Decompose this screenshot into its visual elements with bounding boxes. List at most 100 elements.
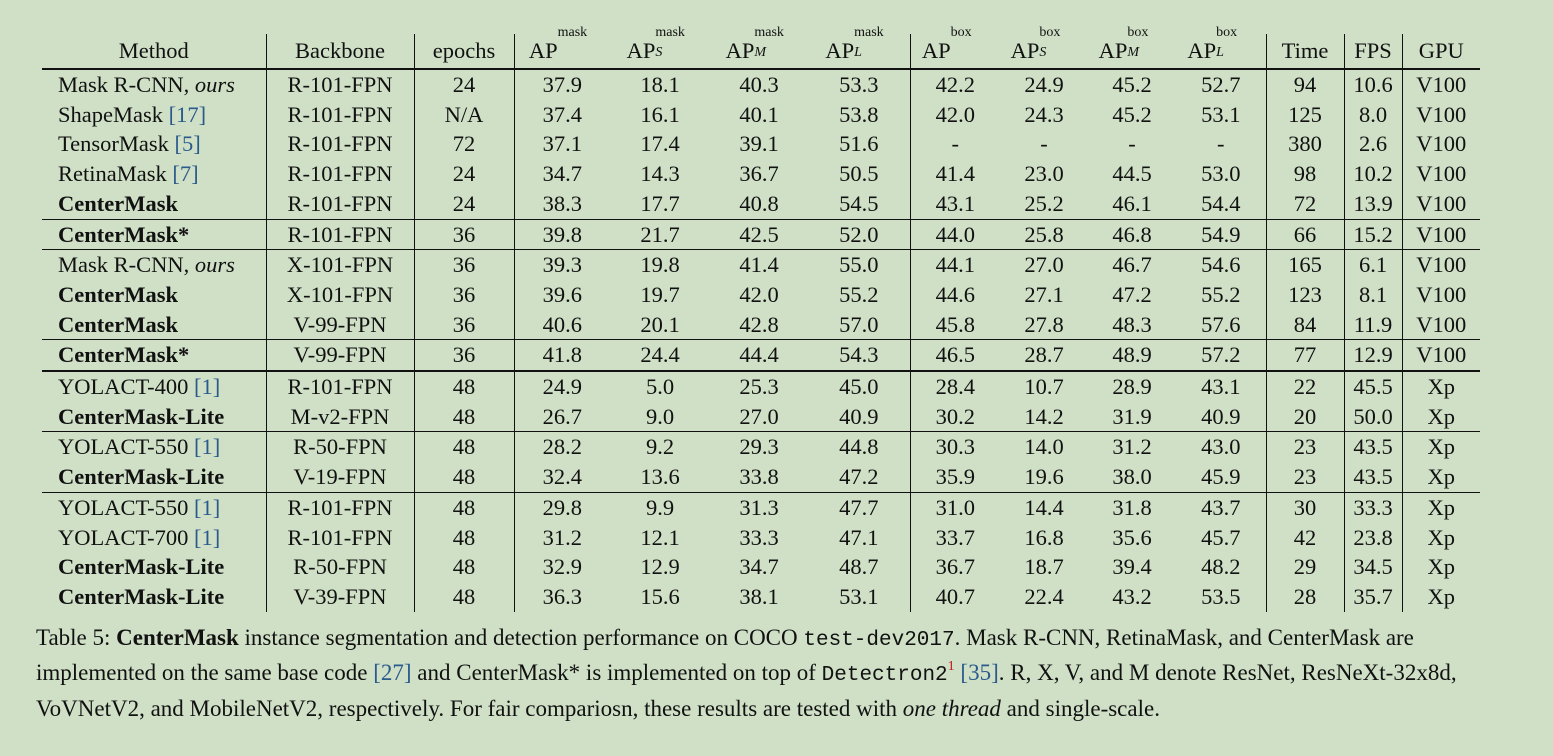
ap-main: AP bbox=[921, 38, 951, 63]
table-cell: 48.7 bbox=[808, 552, 911, 582]
table-cell: 10.6 bbox=[1344, 69, 1403, 100]
table-cell: Xp bbox=[1427, 583, 1456, 609]
table-cell: 16.1 bbox=[640, 101, 680, 127]
caption-italic: one thread bbox=[902, 696, 1001, 721]
table-cell: - bbox=[1128, 131, 1136, 157]
table-cell: 72 bbox=[414, 129, 515, 160]
method-cell: CenterMask* bbox=[42, 218, 267, 250]
table-cell: 47.1 bbox=[808, 522, 911, 553]
table-cell: R-101-FPN bbox=[266, 522, 415, 553]
table-cell: 123 bbox=[1266, 279, 1345, 310]
method-italic: ours bbox=[194, 252, 235, 278]
column-header: AP mask L bbox=[808, 26, 911, 69]
method-name: CenterMask-Lite bbox=[58, 464, 225, 490]
table-cell: 40.9 bbox=[808, 401, 911, 432]
table-cell: 48 bbox=[414, 491, 515, 523]
table-cell: 53.3 bbox=[808, 69, 911, 100]
method-name: RetinaMask bbox=[58, 161, 173, 187]
table-cell: 47.2 bbox=[1112, 281, 1152, 307]
caption-text-6: and single-scale. bbox=[1000, 696, 1160, 721]
column-header: AP mask S bbox=[610, 26, 710, 69]
table-cell: 34.5 bbox=[1344, 552, 1403, 582]
method-name: YOLACT-700 bbox=[58, 524, 195, 550]
ap-subscript: M bbox=[1127, 45, 1140, 60]
table-cell: - bbox=[1040, 131, 1048, 157]
method-citation[interactable]: [1] bbox=[194, 494, 221, 520]
table-cell: 9.9 bbox=[610, 491, 710, 523]
table-cell: V-39-FPN bbox=[266, 581, 415, 612]
table-cell: 12.1 bbox=[640, 524, 680, 550]
table-cell: 31.3 bbox=[710, 491, 808, 523]
table-cell: 50.5 bbox=[808, 159, 911, 189]
table-cell: 42.2 bbox=[935, 72, 975, 97]
table-cell: 48 bbox=[414, 401, 515, 432]
table-cell: 24.4 bbox=[610, 339, 710, 372]
table-cell: 53.8 bbox=[808, 99, 911, 130]
table-cell: 17.4 bbox=[640, 131, 680, 157]
table-cell: 19.6 bbox=[1024, 464, 1064, 490]
table-cell: 48.9 bbox=[1088, 339, 1176, 372]
method-citation[interactable]: [1] bbox=[194, 524, 221, 550]
caption-footnote-marker[interactable]: 1 bbox=[947, 659, 955, 674]
table-cell: 57.2 bbox=[1176, 339, 1267, 372]
table-row: CenterMask-Lite V-39-FPN 48 36.3 15.6 38.1 53.… bbox=[42, 581, 1480, 612]
table-cell: 39.1 bbox=[739, 131, 779, 157]
table-cell: 38.0 bbox=[1112, 464, 1152, 490]
method-name: CenterMask-Lite bbox=[58, 583, 225, 609]
caption-citation-35[interactable]: [35] bbox=[960, 660, 999, 685]
table-cell: 22 bbox=[1266, 370, 1345, 402]
table-cell: 15.6 bbox=[640, 583, 680, 609]
table-cell: 2.6 bbox=[1344, 129, 1403, 160]
table-cell: Xp bbox=[1402, 370, 1480, 402]
table-cell: 66 bbox=[1266, 218, 1345, 250]
table-cell: 28 bbox=[1266, 581, 1345, 612]
table-cell: 30 bbox=[1266, 491, 1345, 523]
table-cell: V100 bbox=[1402, 218, 1480, 250]
caption-citation-27[interactable]: [27] bbox=[373, 660, 412, 685]
table-cell: 14.0 bbox=[1000, 431, 1088, 463]
table-cell: 36.7 bbox=[739, 161, 779, 187]
table-cell: 48 bbox=[414, 581, 515, 612]
table-cell: V100 bbox=[1402, 249, 1480, 280]
table-cell: 41.4 bbox=[710, 249, 808, 280]
table-cell: 48 bbox=[414, 552, 515, 582]
table-cell: 45.9 bbox=[1176, 462, 1267, 493]
method-name: CenterMask bbox=[58, 281, 178, 307]
method-citation[interactable]: [17] bbox=[168, 101, 207, 127]
table-cell: 165 bbox=[1266, 249, 1345, 280]
table-cell: R-101-FPN bbox=[266, 370, 415, 402]
table-cell: 33.3 bbox=[1344, 491, 1403, 523]
table-cell: 43.1 bbox=[1176, 370, 1267, 402]
method-cell: CenterMask-Lite bbox=[42, 401, 267, 432]
table-cell: V100 bbox=[1416, 131, 1467, 157]
column-header: AP mask M bbox=[710, 26, 808, 69]
ap-subscript: L bbox=[1216, 45, 1224, 60]
method-citation[interactable]: [5] bbox=[174, 131, 201, 157]
table-cell: Xp bbox=[1427, 524, 1456, 550]
table-cell: 35.7 bbox=[1344, 581, 1403, 612]
method-cell: YOLACT-700 [1] bbox=[42, 522, 267, 553]
table-cell: 31.9 bbox=[1112, 403, 1152, 429]
table-cell: 40.8 bbox=[739, 190, 779, 216]
ap-superscript: mask bbox=[655, 25, 685, 40]
table-cell: 51.6 bbox=[808, 129, 911, 160]
method-cell: TensorMask [5] bbox=[42, 129, 267, 160]
method-name: YOLACT-400 bbox=[58, 374, 195, 400]
column-header: epochs bbox=[414, 34, 515, 69]
method-citation[interactable]: [7] bbox=[172, 161, 199, 187]
table-cell: 43.5 bbox=[1344, 462, 1403, 493]
ap-superscript: box bbox=[1216, 25, 1238, 40]
ap-subscript: S bbox=[1039, 45, 1047, 60]
table-cell: 98 bbox=[1266, 159, 1345, 189]
method-cell: YOLACT-550 [1] bbox=[42, 491, 267, 523]
method-citation[interactable]: [1] bbox=[194, 434, 221, 460]
column-header: AP box bbox=[910, 26, 1000, 69]
method-cell: YOLACT-400 [1] bbox=[42, 370, 267, 402]
table-cell: 31.2 bbox=[542, 524, 582, 550]
method-name: CenterMask* bbox=[58, 221, 190, 247]
method-citation[interactable]: [1] bbox=[194, 374, 221, 400]
method-cell: RetinaMask [7] bbox=[42, 159, 267, 189]
table-cell: 33.3 bbox=[739, 524, 779, 550]
table-cell: 28.4 bbox=[910, 370, 1000, 402]
table-row: TensorMask [5] R-101-FPN 72 37.1 17.4 39.1 51.… bbox=[42, 129, 1480, 160]
